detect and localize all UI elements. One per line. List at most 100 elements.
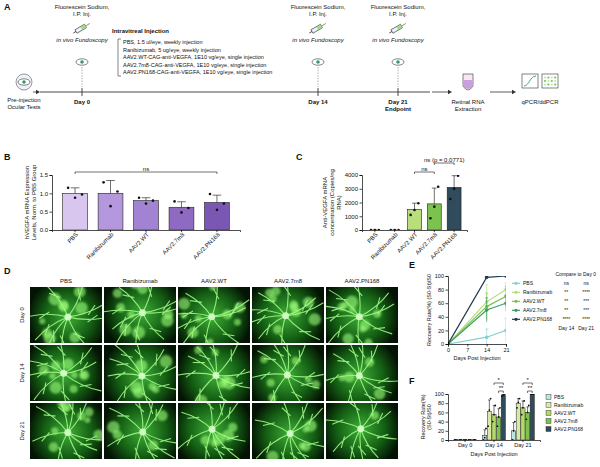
legend-marker <box>514 282 517 285</box>
pre-injection-icon <box>16 74 32 90</box>
tick-label: 21 <box>503 347 509 353</box>
axis: 020406080100 <box>435 391 449 443</box>
optic-disc <box>212 372 219 379</box>
syringe-icon <box>388 22 406 35</box>
vessel <box>284 287 291 316</box>
leakage-spot <box>299 443 306 450</box>
timeline <box>40 92 430 93</box>
eye-pupil <box>22 80 26 84</box>
data-point <box>433 205 436 208</box>
assay-well <box>551 76 553 78</box>
tick-label: Day 14 <box>485 442 502 448</box>
tick: 60 <box>438 410 448 416</box>
optic-disc <box>357 425 364 432</box>
error-bar <box>177 202 186 208</box>
vessel <box>44 287 68 317</box>
table-cell: *** <box>583 307 589 313</box>
data-point <box>102 181 105 184</box>
tick: 0.0 <box>40 227 52 233</box>
assay-well <box>547 76 549 78</box>
data-point <box>523 400 525 402</box>
tick: Day 0 <box>458 440 472 448</box>
legend-label: PBS <box>523 280 534 286</box>
vessel <box>178 371 216 378</box>
tick-mark <box>446 403 449 404</box>
data-point <box>413 209 416 212</box>
tick-label: Ranibizumab <box>86 231 115 260</box>
tick-label: 1000 <box>345 214 359 220</box>
arrow-line <box>432 92 449 93</box>
axis-title: hVEGFA mRNA ExpressionLevels, Norm. to P… <box>24 164 37 240</box>
vessel <box>192 376 216 401</box>
leakage-spot <box>312 380 320 388</box>
data-point <box>138 196 141 199</box>
fundus-image <box>104 403 176 459</box>
data-point <box>519 398 521 400</box>
tick-label: Ranibizumab <box>370 231 399 260</box>
leakage-spot <box>234 302 245 313</box>
vessel <box>143 432 161 459</box>
data-point <box>409 214 412 217</box>
axis: PBSRanibizumabAAV2.WTAAV2.7m8AAV2.PN168 <box>363 230 468 260</box>
fundus-image <box>30 403 102 459</box>
error-bar <box>106 181 115 194</box>
vessel <box>329 290 359 317</box>
axis-line <box>449 345 507 347</box>
error-bar <box>71 188 80 194</box>
assay-curve <box>524 76 536 86</box>
error-bar <box>464 440 467 441</box>
axis-line <box>50 176 53 231</box>
data-point <box>437 185 440 188</box>
data-point <box>456 439 458 440</box>
row-label: Day 14 <box>19 363 25 383</box>
vessel <box>287 345 305 375</box>
vessel <box>361 429 397 439</box>
assay-well <box>544 76 546 78</box>
tick-label: 100 <box>435 391 444 397</box>
leakage-spot <box>71 372 77 378</box>
leakage-spot <box>309 313 321 325</box>
eye-outline <box>18 79 30 85</box>
connector <box>82 67 83 87</box>
fundus-grid: PBSRanibizumabAAV2.WTAAV2.7m8AAV2.PN168D… <box>19 273 401 467</box>
tick-mark <box>446 422 449 423</box>
leakage-spot <box>51 427 58 434</box>
tick: Day 14 <box>485 440 502 448</box>
line <box>448 276 506 344</box>
error-bar <box>505 295 507 311</box>
tick-label: 0.0 <box>40 227 49 233</box>
leakage-spot <box>39 365 49 375</box>
bar <box>169 207 194 230</box>
significance-bracket <box>523 383 532 385</box>
image-glow <box>104 403 176 459</box>
line <box>448 330 506 344</box>
leakage-spot <box>222 310 232 320</box>
tick: 2000 <box>345 200 362 206</box>
vessel <box>287 375 319 388</box>
axis: PBSRanibizumabAAV2.WTAAV2.7m8AAV2.PN168 <box>53 230 241 260</box>
data-point <box>492 421 494 423</box>
vessel <box>216 345 239 376</box>
leakage-spot <box>267 379 275 387</box>
tick-mark <box>360 203 363 204</box>
eye-pupil <box>80 60 84 64</box>
tick-mark <box>446 276 449 277</box>
vessel <box>58 432 68 459</box>
rna-icon <box>463 74 473 90</box>
table-cell: ** <box>564 307 568 313</box>
tick-label: 2000 <box>345 200 359 206</box>
tick-label: 80 <box>438 287 444 293</box>
annotation: * <box>497 377 500 383</box>
optic-disc <box>64 313 71 320</box>
marker <box>485 276 489 279</box>
assay-well <box>554 80 556 82</box>
leakage-spot <box>209 287 216 291</box>
bar <box>408 209 422 230</box>
error-bar <box>493 406 496 415</box>
stats-table: Day 14Day 21nsns************************… <box>556 271 597 331</box>
bar <box>525 412 529 440</box>
text-line: concentration (Copies/ng <box>329 169 335 236</box>
leakage-spot <box>228 423 237 432</box>
vessel <box>359 376 398 383</box>
axis: 020406080100 <box>435 273 449 347</box>
